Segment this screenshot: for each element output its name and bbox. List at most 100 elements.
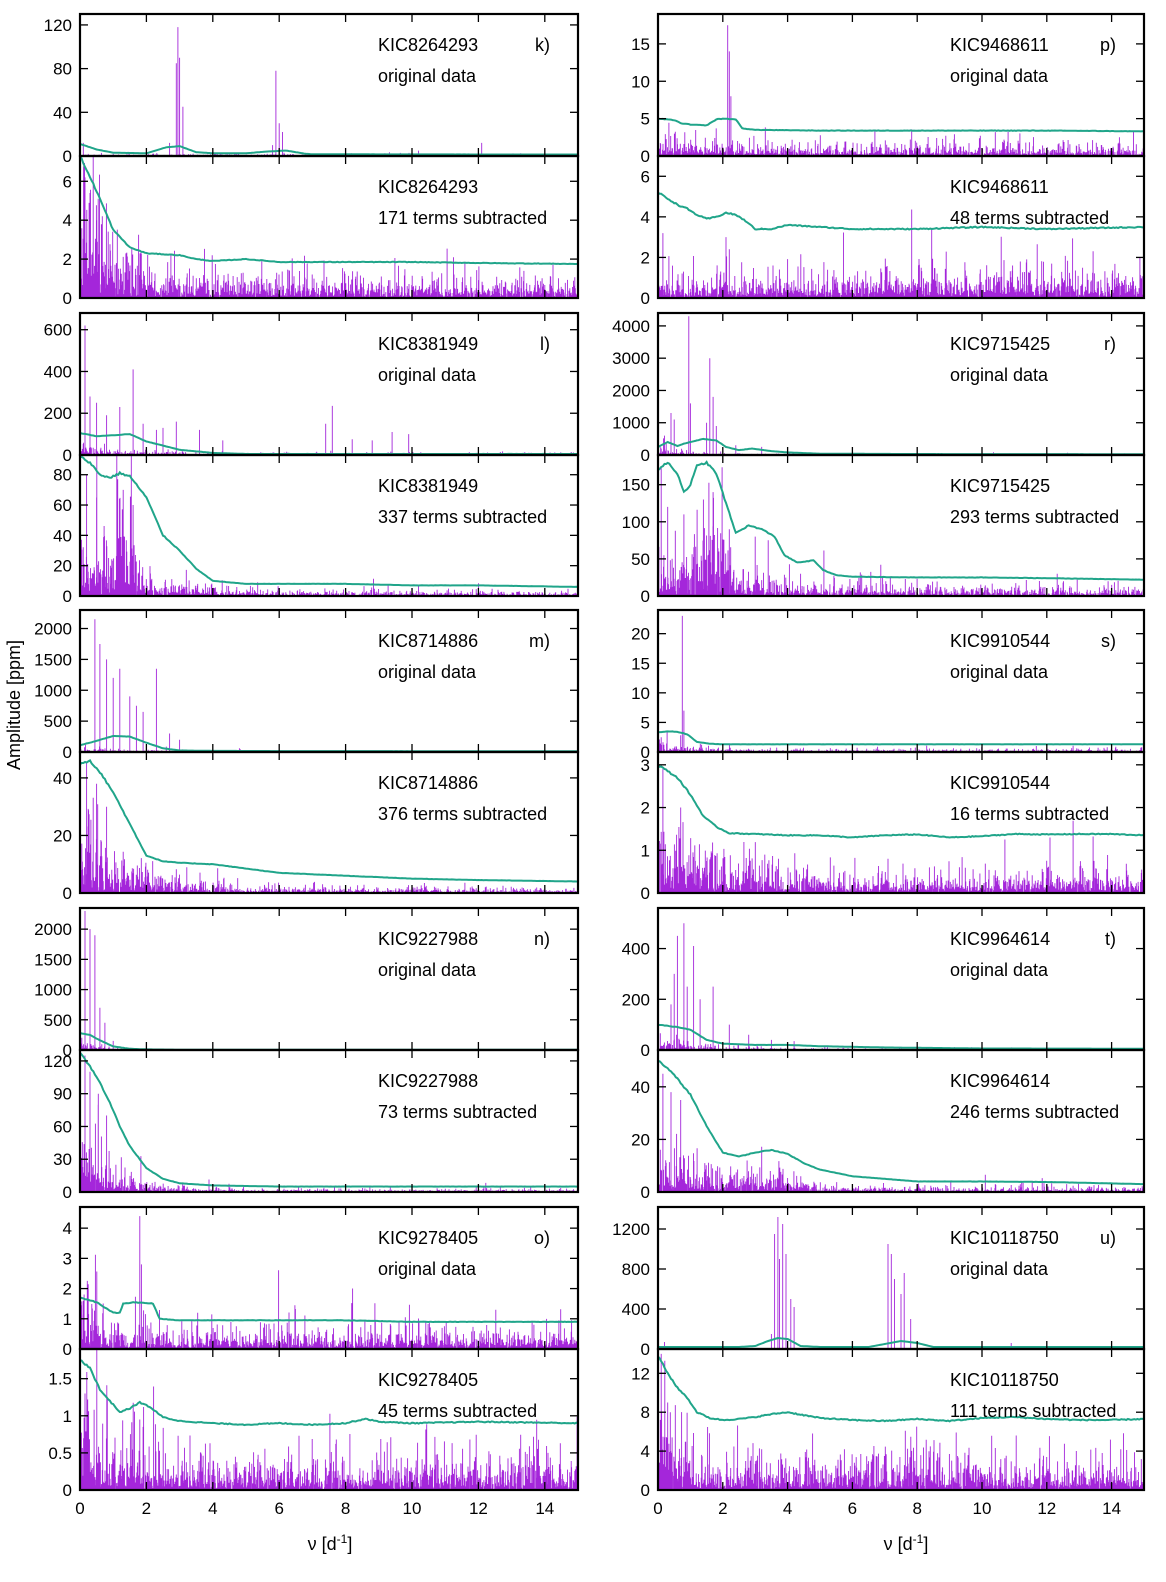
x-tick-label: 0 xyxy=(75,1499,84,1518)
x-tick-label: 12 xyxy=(1037,1499,1056,1518)
y-tick-label: 6 xyxy=(641,167,650,186)
y-tick-label: 1 xyxy=(63,1407,72,1426)
spectrum-series xyxy=(658,1217,1144,1349)
y-tick-label: 400 xyxy=(622,940,650,959)
y-tick-label: 60 xyxy=(53,1117,72,1136)
x-tick-label: 6 xyxy=(848,1499,857,1518)
panel-letter: t) xyxy=(1105,929,1116,949)
panel-note: original data xyxy=(378,365,477,385)
noise-level-line xyxy=(658,764,1144,839)
y-tick-label: 0 xyxy=(641,147,650,166)
y-tick-label: 500 xyxy=(44,712,72,731)
y-tick-label: 2 xyxy=(63,1280,72,1299)
panel-note: 376 terms subtracted xyxy=(378,804,547,824)
y-tick-label: 1500 xyxy=(34,650,72,669)
y-tick-label: 0 xyxy=(641,1340,650,1359)
star-label: KIC8264293 xyxy=(378,35,478,55)
y-tick-label: 6 xyxy=(63,172,72,191)
y-tick-label: 20 xyxy=(53,557,72,576)
y-tick-label: 2 xyxy=(63,250,72,269)
x-tick-label: 2 xyxy=(718,1499,727,1518)
plot-area xyxy=(80,1216,578,1349)
x-tick-label: 12 xyxy=(469,1499,488,1518)
panel-note: original data xyxy=(378,1259,477,1279)
panel-note: 48 terms subtracted xyxy=(950,208,1109,228)
y-tick-label: 0 xyxy=(63,1340,72,1359)
y-tick-label: 10 xyxy=(631,684,650,703)
noise-level-line xyxy=(80,455,578,588)
x-tick-label: 4 xyxy=(208,1499,217,1518)
noise-level-line xyxy=(658,437,1144,455)
panel-frame xyxy=(656,311,1146,457)
y-tick-label: 0 xyxy=(641,743,650,762)
star-label: KIC9278405 xyxy=(378,1228,478,1248)
noise-level-line xyxy=(80,143,578,156)
y-tick-label: 120 xyxy=(44,1052,72,1071)
y-tick-label: 0 xyxy=(63,446,72,465)
panel-letter: o) xyxy=(534,1228,550,1248)
star-label: KIC8381949 xyxy=(378,334,478,354)
y-tick-label: 1000 xyxy=(34,681,72,700)
panel-s-14: 0 5 10 15 20 KIC9910544 original data s) xyxy=(631,608,1146,762)
panel-frame xyxy=(78,311,580,457)
plot-area xyxy=(80,619,578,752)
panel-note: 16 terms subtracted xyxy=(950,804,1109,824)
x-tick-label: 8 xyxy=(912,1499,921,1518)
noise-level-line xyxy=(658,1336,1144,1348)
panel-letter: m) xyxy=(529,631,550,651)
panel-letter: n) xyxy=(534,929,550,949)
y-tick-label: 1 xyxy=(641,841,650,860)
y-tick-label: 0 xyxy=(641,446,650,465)
panel-o-8: 0 1 2 3 4 KIC9278405 original data o) xyxy=(63,1205,580,1359)
star-label: KIC10118750 xyxy=(950,1370,1059,1390)
y-tick-label: 800 xyxy=(622,1260,650,1279)
y-tick-label: 0 xyxy=(641,1481,650,1500)
y-tick-label: 120 xyxy=(44,16,72,35)
panel-sub-1: 0 2 4 6 KIC8264293 171 terms subtracted xyxy=(63,154,580,308)
star-label: KIC8264293 xyxy=(378,177,478,197)
panel-sub-9: 0 0.5 1 1.5 0 2 4 6 8 10 12 14 KIC9278405 45 terms su… xyxy=(48,1347,580,1518)
panel-frame xyxy=(656,1048,1146,1194)
noise-level-line xyxy=(658,1355,1144,1423)
y-tick-label: 600 xyxy=(44,321,72,340)
y-tick-label: 0.5 xyxy=(48,1444,72,1463)
panel-frame xyxy=(656,750,1146,895)
y-tick-label: 4 xyxy=(63,211,72,230)
panel-note: 45 terms subtracted xyxy=(378,1401,537,1421)
panel-letter: p) xyxy=(1100,35,1116,55)
x-tick-label: 14 xyxy=(1102,1499,1121,1518)
panel-note: 171 terms subtracted xyxy=(378,208,547,228)
noise-level-line xyxy=(658,1023,1144,1050)
noise-level-line xyxy=(658,117,1144,133)
y-tick-label: 5 xyxy=(641,713,650,732)
plot-area xyxy=(658,764,1144,893)
star-label: KIC9227988 xyxy=(378,1071,478,1091)
y-tick-label: 200 xyxy=(44,404,72,423)
y-tick-label: 0 xyxy=(641,289,650,308)
panel-note: 111 terms subtracted xyxy=(950,1401,1116,1421)
spectrum-series xyxy=(658,769,1144,893)
noise-level-line xyxy=(80,1359,578,1427)
y-tick-label: 1.5 xyxy=(48,1370,72,1389)
plot-area xyxy=(658,615,1144,752)
panel-frame xyxy=(78,906,580,1052)
plot-area xyxy=(80,911,578,1050)
x-axis-title-right: ν [d-1] xyxy=(884,1532,929,1554)
panel-t-16: 0 200 400 KIC9964614 original data t) xyxy=(622,906,1146,1060)
y-tick-label: 15 xyxy=(631,35,650,54)
y-tick-label: 2000 xyxy=(612,381,650,400)
star-label: KIC9715425 xyxy=(950,476,1050,496)
panel-sub-13: 0 50 100 150 KIC9715425 293 terms subtracted xyxy=(622,453,1146,606)
y-tick-label: 1500 xyxy=(34,950,72,969)
star-label: KIC10118750 xyxy=(950,1228,1059,1248)
y-tick-label: 40 xyxy=(53,103,72,122)
star-label: KIC9715425 xyxy=(950,334,1050,354)
panel-frame xyxy=(78,453,580,598)
panel-sub-7: 0 30 60 90 120 KIC9227988 73 terms subtracted xyxy=(44,1048,580,1202)
panel-sub-19: 0 4 8 12 0 2 4 6 8 10 12 14 KIC10118750 111 terms sub… xyxy=(631,1347,1146,1518)
panel-sub-15: 0 1 2 3 KIC9910544 16 terms subtracted xyxy=(641,750,1146,903)
spectrum-series xyxy=(658,316,1144,455)
panel-frame xyxy=(78,1347,580,1492)
spectrum-series xyxy=(658,615,1144,752)
